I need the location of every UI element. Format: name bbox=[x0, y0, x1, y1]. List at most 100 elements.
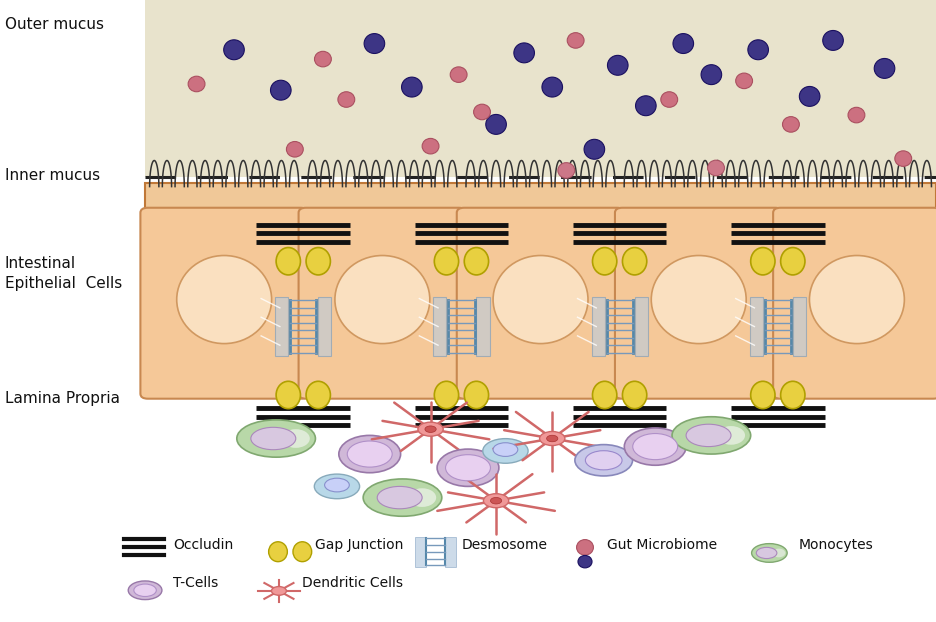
Bar bbox=[433, 297, 446, 356]
Ellipse shape bbox=[434, 248, 459, 275]
Ellipse shape bbox=[823, 30, 843, 50]
Ellipse shape bbox=[128, 581, 162, 600]
Ellipse shape bbox=[446, 455, 490, 481]
Ellipse shape bbox=[484, 494, 509, 508]
Ellipse shape bbox=[810, 256, 904, 343]
Text: Lamina Propria: Lamina Propria bbox=[5, 391, 120, 406]
Ellipse shape bbox=[224, 40, 244, 60]
Ellipse shape bbox=[592, 381, 617, 409]
Ellipse shape bbox=[237, 420, 315, 457]
Ellipse shape bbox=[782, 117, 799, 132]
Ellipse shape bbox=[425, 426, 436, 432]
Ellipse shape bbox=[271, 587, 286, 595]
Ellipse shape bbox=[490, 498, 502, 504]
Ellipse shape bbox=[408, 488, 436, 507]
Ellipse shape bbox=[624, 428, 686, 465]
Ellipse shape bbox=[772, 549, 785, 557]
Text: Gap Junction: Gap Junction bbox=[315, 539, 403, 552]
Ellipse shape bbox=[547, 435, 558, 442]
Ellipse shape bbox=[493, 256, 588, 343]
Text: Outer mucus: Outer mucus bbox=[5, 17, 104, 32]
Ellipse shape bbox=[335, 256, 430, 343]
Ellipse shape bbox=[188, 77, 205, 91]
Ellipse shape bbox=[848, 108, 865, 123]
Ellipse shape bbox=[339, 435, 401, 473]
Ellipse shape bbox=[314, 474, 359, 499]
Ellipse shape bbox=[422, 139, 439, 154]
Ellipse shape bbox=[364, 34, 385, 53]
Ellipse shape bbox=[483, 439, 528, 463]
FancyBboxPatch shape bbox=[299, 208, 466, 399]
Bar bbox=[145, 183, 936, 395]
Ellipse shape bbox=[751, 381, 775, 409]
Ellipse shape bbox=[347, 441, 392, 467]
Ellipse shape bbox=[607, 55, 628, 75]
Ellipse shape bbox=[377, 486, 422, 509]
Ellipse shape bbox=[799, 86, 820, 106]
Ellipse shape bbox=[636, 96, 656, 116]
Ellipse shape bbox=[474, 104, 490, 119]
Ellipse shape bbox=[592, 248, 617, 275]
Ellipse shape bbox=[895, 151, 912, 166]
Ellipse shape bbox=[437, 449, 499, 486]
Text: T-Cells: T-Cells bbox=[173, 576, 218, 590]
Ellipse shape bbox=[269, 542, 287, 562]
Ellipse shape bbox=[651, 256, 746, 343]
Ellipse shape bbox=[686, 424, 731, 447]
Ellipse shape bbox=[450, 67, 467, 82]
Ellipse shape bbox=[493, 443, 518, 457]
Ellipse shape bbox=[752, 544, 787, 562]
Bar bbox=[275, 297, 288, 356]
Bar bbox=[750, 297, 763, 356]
FancyBboxPatch shape bbox=[140, 208, 308, 399]
Ellipse shape bbox=[622, 381, 647, 409]
Text: Inner mucus: Inner mucus bbox=[5, 168, 100, 183]
FancyBboxPatch shape bbox=[457, 208, 624, 399]
Ellipse shape bbox=[251, 427, 296, 450]
Ellipse shape bbox=[577, 539, 593, 555]
Bar bbox=[793, 297, 806, 356]
Bar bbox=[415, 537, 426, 567]
Ellipse shape bbox=[673, 34, 694, 53]
Ellipse shape bbox=[575, 445, 633, 476]
Ellipse shape bbox=[781, 248, 805, 275]
Ellipse shape bbox=[633, 434, 678, 460]
Ellipse shape bbox=[177, 256, 271, 343]
Text: Monocytes: Monocytes bbox=[798, 539, 873, 552]
Ellipse shape bbox=[781, 381, 805, 409]
Ellipse shape bbox=[486, 114, 506, 134]
Ellipse shape bbox=[558, 163, 575, 178]
Ellipse shape bbox=[338, 91, 355, 107]
Ellipse shape bbox=[293, 542, 312, 562]
Bar bbox=[318, 297, 331, 356]
Text: Gut Microbiome: Gut Microbiome bbox=[607, 539, 717, 552]
Ellipse shape bbox=[286, 142, 303, 157]
Text: Intestinal
Epithelial  Cells: Intestinal Epithelial Cells bbox=[5, 256, 122, 291]
Ellipse shape bbox=[314, 52, 331, 67]
Ellipse shape bbox=[584, 139, 605, 159]
Ellipse shape bbox=[271, 80, 291, 100]
Ellipse shape bbox=[514, 43, 534, 63]
Text: Occludin: Occludin bbox=[173, 539, 233, 552]
FancyBboxPatch shape bbox=[773, 208, 936, 399]
Ellipse shape bbox=[464, 381, 489, 409]
FancyBboxPatch shape bbox=[615, 208, 782, 399]
Ellipse shape bbox=[134, 584, 156, 596]
Ellipse shape bbox=[736, 73, 753, 88]
Ellipse shape bbox=[306, 381, 330, 409]
Ellipse shape bbox=[434, 381, 459, 409]
Ellipse shape bbox=[751, 248, 775, 275]
Ellipse shape bbox=[874, 58, 895, 78]
Ellipse shape bbox=[578, 555, 592, 568]
Ellipse shape bbox=[464, 248, 489, 275]
Ellipse shape bbox=[748, 40, 768, 60]
Ellipse shape bbox=[306, 248, 330, 275]
Ellipse shape bbox=[708, 160, 724, 175]
Ellipse shape bbox=[661, 91, 678, 107]
Ellipse shape bbox=[276, 248, 300, 275]
Ellipse shape bbox=[540, 432, 565, 445]
Ellipse shape bbox=[402, 77, 422, 97]
Bar bbox=[476, 297, 490, 356]
Ellipse shape bbox=[701, 65, 722, 85]
Bar bbox=[445, 537, 456, 567]
